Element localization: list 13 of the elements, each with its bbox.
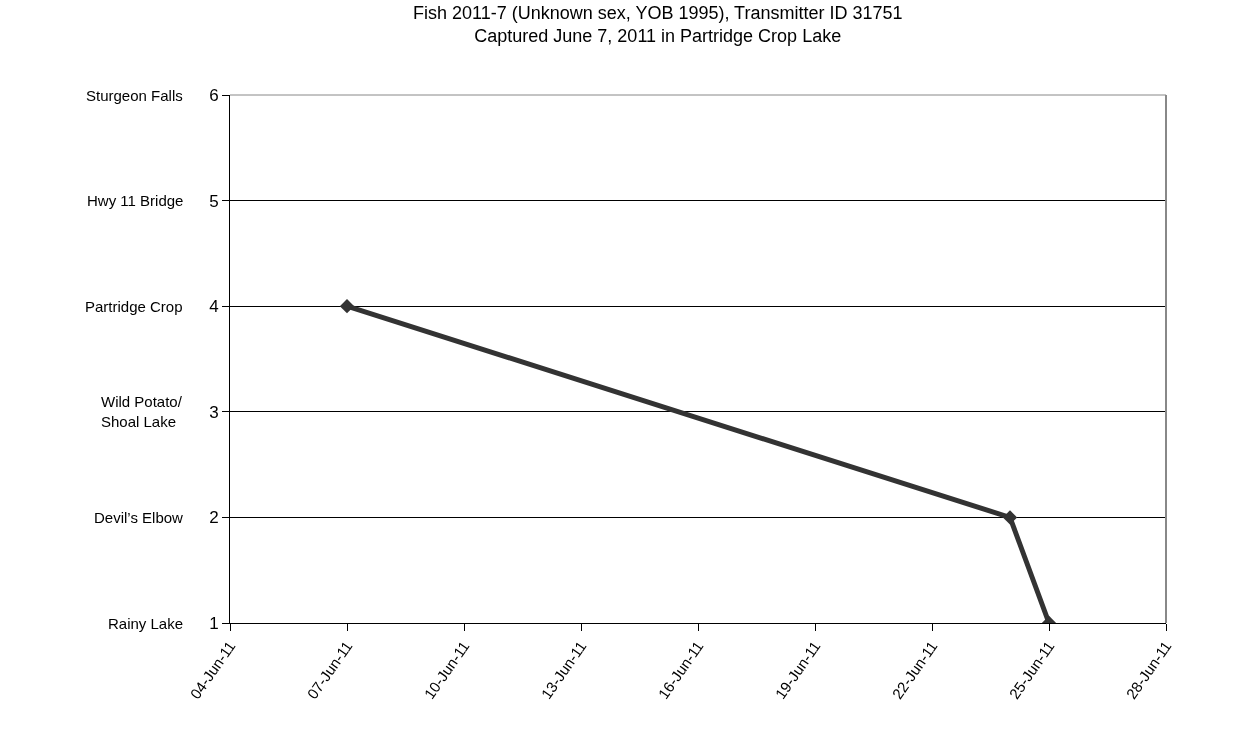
y-tick-label: 5 bbox=[209, 191, 219, 211]
y-tick-label: 3 bbox=[209, 402, 219, 422]
text: Partridge Crop bbox=[85, 298, 183, 315]
y-tick-label: 1 bbox=[209, 613, 219, 633]
text: Rainy Lake bbox=[108, 615, 184, 632]
text: Wild Potato/ Shoal Lake bbox=[101, 393, 183, 430]
text: Sturgeon Falls bbox=[86, 87, 183, 104]
chart-title: Fish 2011-7 (Unknown sex, YOB 1995), Transmitter ID 31751 Captured June 7, 2011 in Partridge Crop Lake bbox=[412, 2, 903, 46]
y-tick-label: 4 bbox=[209, 297, 219, 317]
y-tick-label: 2 bbox=[209, 508, 219, 528]
text: Hwy 11 Bridge bbox=[87, 192, 184, 209]
text: Devil’s Elbow bbox=[94, 509, 184, 526]
y-tick-label: 6 bbox=[209, 85, 219, 105]
